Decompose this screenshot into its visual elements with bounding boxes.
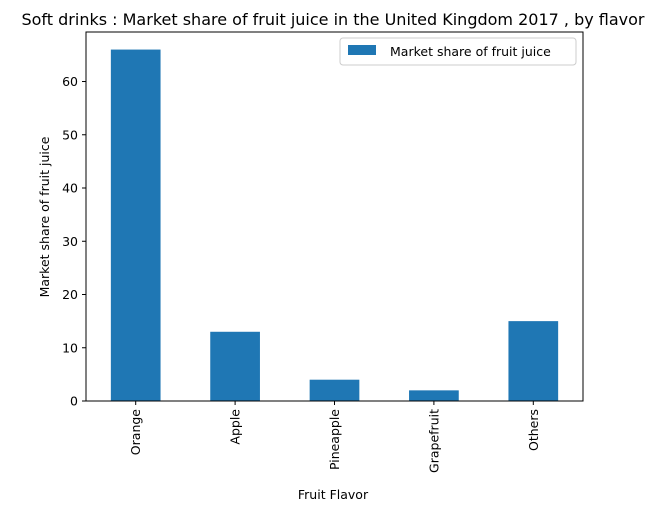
y-tick-label: 50 xyxy=(62,127,78,142)
plot-frame xyxy=(85,31,584,402)
x-tick-label: Pineapple xyxy=(327,409,342,470)
x-axis-label: Fruit Flavor xyxy=(298,487,369,502)
y-tick-label: 10 xyxy=(62,340,78,355)
x-tick-label: Orange xyxy=(128,409,143,455)
y-axis-ticks: 0 10 20 30 40 50 60 xyxy=(62,74,86,409)
legend-label: Market share of fruit juice xyxy=(390,44,551,59)
legend-box xyxy=(339,37,577,66)
bar-orange xyxy=(110,49,161,401)
bar-apple xyxy=(210,331,260,401)
x-tick-label: Others xyxy=(526,409,541,451)
y-tick-label: 60 xyxy=(62,74,78,89)
chart-title: Soft drinks : Market share of fruit juic… xyxy=(21,10,644,29)
y-tick-label: 20 xyxy=(62,287,78,302)
y-axis-label: Market share of fruit juice xyxy=(37,136,52,297)
y-tick-label: 40 xyxy=(62,181,78,196)
y-tick-label: 30 xyxy=(62,234,78,249)
y-tick-label: 0 xyxy=(70,394,78,409)
x-tick-label: Grapefruit xyxy=(426,409,441,473)
legend: Market share of fruit juice xyxy=(339,37,577,66)
x-axis-ticks: Orange Apple Pineapple Grapefruit Others xyxy=(128,401,541,473)
bars-layer xyxy=(110,49,559,401)
bar-others xyxy=(508,321,559,401)
bar-grapefruit xyxy=(409,390,459,401)
legend-swatch xyxy=(348,45,376,55)
x-tick-label: Apple xyxy=(228,409,243,445)
bar-pineapple xyxy=(309,379,360,401)
